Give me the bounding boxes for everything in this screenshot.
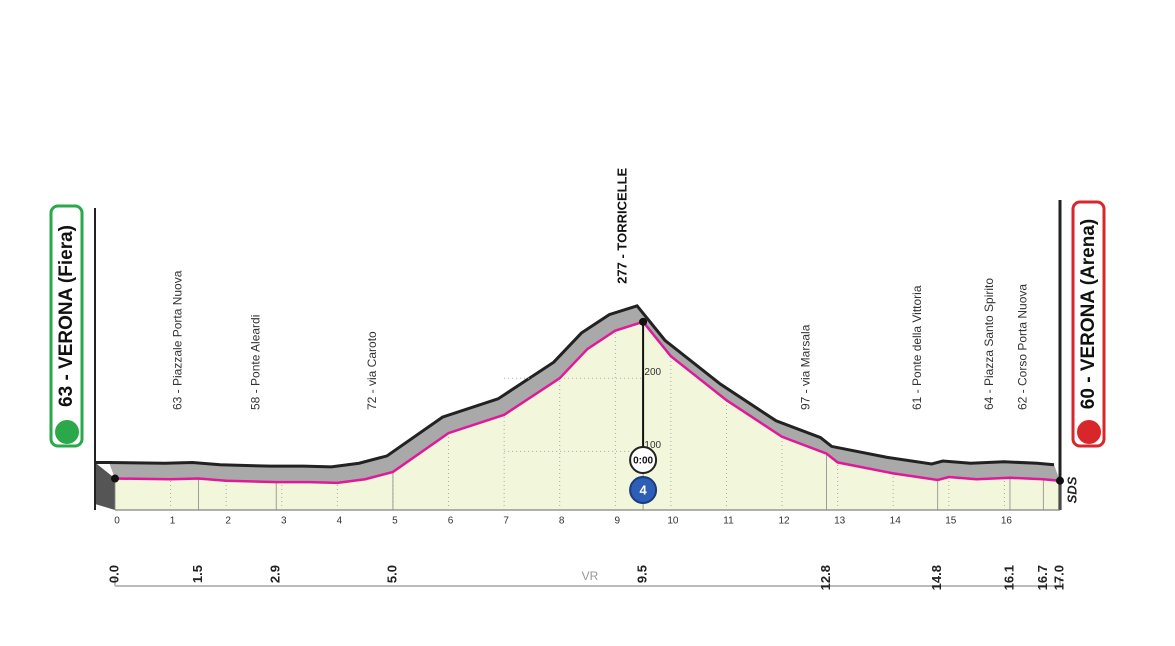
- waypoint-km: 9.5: [635, 565, 650, 583]
- waypoint-km: 16.7: [1035, 565, 1050, 590]
- relief-edge: [95, 304, 1055, 469]
- x-tick-label: 13: [834, 516, 846, 527]
- finish-box: [1071, 200, 1106, 448]
- timer-icon: [629, 446, 658, 474]
- profile-line: [114, 320, 1061, 485]
- x-tick-label: 1: [170, 516, 176, 527]
- summit-dot: [639, 317, 648, 326]
- x-tick-label: 10: [667, 516, 679, 527]
- x-tick-label: 2: [225, 516, 231, 527]
- x-tick-label: 0: [114, 516, 120, 527]
- x-tick-label: 8: [559, 516, 565, 527]
- x-tick-label: 9: [615, 516, 621, 527]
- x-tick-label: 11: [723, 516, 734, 527]
- start-label: 63 - VERONA (Fiera): [56, 225, 77, 407]
- finish-label: 60 - VERONA (Arena): [1078, 219, 1099, 409]
- relief: [109, 305, 1060, 483]
- waypoint-label: 72 - via Caroto: [365, 331, 379, 410]
- x-tick-label: 6: [448, 516, 454, 527]
- waypoint-label: 64 - Piazza Santo Spirito: [982, 278, 996, 410]
- climb-category: 4: [639, 482, 647, 497]
- waypoint-km: 12.8: [818, 565, 833, 590]
- summit-label: 277 - TORRICELLE: [615, 167, 630, 283]
- waypoint-label: 62 - Corso Porta Nuova: [1015, 284, 1029, 410]
- x-tick-label: 3: [281, 516, 287, 527]
- start-icon: [55, 420, 79, 444]
- finish-icon: [1077, 420, 1101, 444]
- y-tick-label: 200: [644, 367, 661, 378]
- waypoint-label: 97 - via Marsala: [799, 324, 813, 410]
- relief-wall: [95, 462, 115, 510]
- x-tick-label: 14: [890, 516, 902, 527]
- x-tick-label: 15: [945, 516, 957, 527]
- climb-badge: [629, 476, 658, 504]
- start-box: [49, 204, 84, 448]
- waypoint-km: 5.0: [384, 565, 399, 583]
- waypoint-km: 2.9: [268, 565, 283, 583]
- waypoint-km: 1.5: [190, 565, 205, 583]
- x-tick-label: 12: [778, 516, 790, 527]
- waypoint-km: 0.0: [106, 565, 121, 583]
- waypoint-km: 16.1: [1001, 565, 1016, 590]
- region-label: VR: [582, 569, 599, 583]
- x-tick-label: 5: [392, 516, 398, 527]
- start-dot: [111, 474, 119, 483]
- waypoint-label: 58 - Ponte Aleardi: [248, 315, 262, 410]
- waypoint-km: 14.8: [929, 565, 944, 590]
- x-tick-label: 7: [503, 516, 509, 527]
- waypoint-label: 61 - Ponte della Vittoria: [910, 285, 924, 410]
- y-tick-label: 100: [644, 440, 661, 451]
- area: [115, 321, 1060, 510]
- logo: SDS: [1064, 476, 1079, 503]
- timer-label: 0:00: [633, 456, 653, 467]
- finish-dot: [1056, 476, 1064, 485]
- waypoint-km: 17.0: [1051, 565, 1066, 590]
- x-tick-label: 4: [337, 516, 343, 527]
- waypoint-label: 63 - Piazzale Porta Nuova: [171, 270, 185, 410]
- x-tick-label: 16: [1001, 516, 1013, 527]
